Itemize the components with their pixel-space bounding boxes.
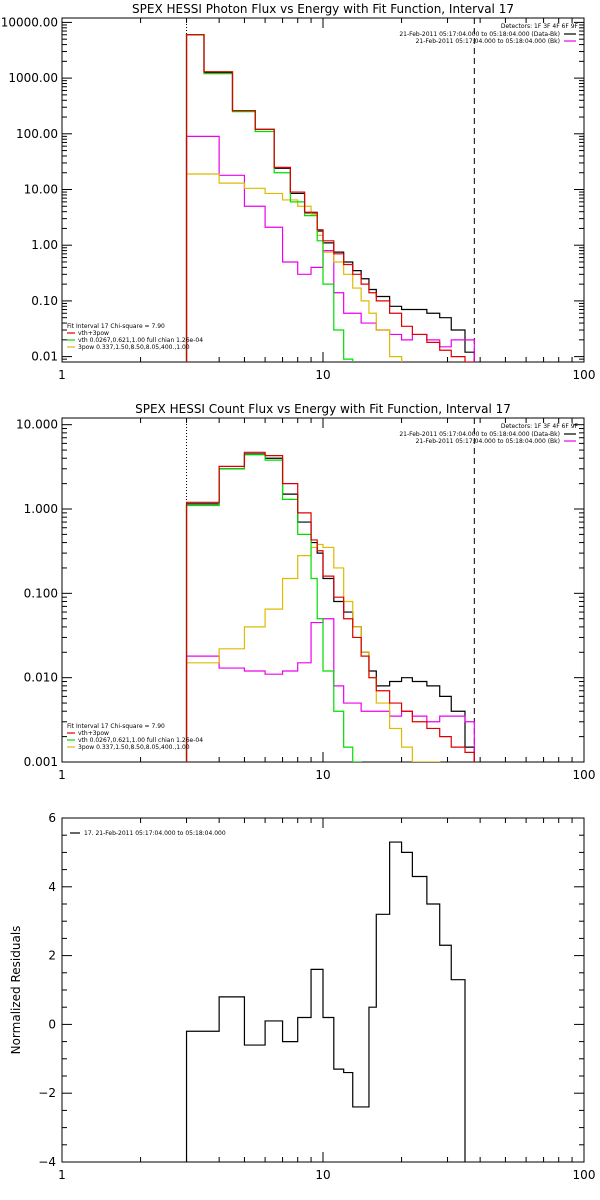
y-tick-label: 1.00	[31, 238, 58, 252]
residuals-panel: 1 10 100 6 4 2 0 −2 −4 Normalized Residuals 17. 21…	[9, 811, 595, 1182]
photon-flux-panel: SPEX HESSI Photon Flux vs Energy with Fi…	[1, 2, 596, 382]
x-tick-label: 10	[315, 1168, 330, 1182]
x-tick-label: 100	[573, 368, 596, 382]
series-vth_3pow	[185, 451, 475, 762]
y-tick-label: 0.010	[24, 671, 58, 685]
legend-left-entry: vth+3pow	[78, 730, 109, 737]
legend-right-entry: 21-Feb-2011 05:17:04.000 to 05:18:04.000…	[399, 31, 560, 38]
y-tick-label: 0.01	[31, 350, 58, 364]
series-total	[185, 453, 475, 762]
x-tick-label: 1	[58, 1168, 66, 1182]
y-tick-label: 10.000	[16, 418, 58, 432]
legend-right-entry: 21-Feb-2011 05:17:04.000 to 05:18:04.000…	[399, 431, 560, 438]
series-vth_3pow	[185, 34, 475, 362]
y-tick-label: 10000.00	[1, 15, 58, 29]
plot-frame	[61, 17, 585, 363]
series-total	[185, 34, 475, 362]
series-bk	[185, 618, 475, 762]
legend-left-entry: Fit Interval 17 Chi-square = 7.90	[67, 723, 165, 730]
y-tick-label: 1.000	[24, 502, 58, 516]
x-tick-label: 100	[573, 1168, 596, 1182]
x-tick-label: 100	[573, 768, 596, 782]
x-tick-label: 10	[315, 368, 330, 382]
y-tick-label: 2	[48, 949, 56, 963]
legend-left-entry: vth 0.0267,0.621,1.00 full chian 1.26e-0…	[78, 737, 203, 744]
series-vth	[185, 34, 354, 362]
y-tick-label: 0.10	[31, 294, 58, 308]
chart-title: SPEX HESSI Photon Flux vs Energy with Fi…	[132, 2, 514, 16]
detectors-label: Detectors: 1F 3F 4F 6F 9F	[501, 23, 579, 30]
y-tick-label: 4	[48, 880, 56, 894]
y-tick-label: 1000.00	[8, 71, 58, 85]
legend-left-entry: 3pow 0.337,1.50,8.50,8.05,400.,1.00	[78, 344, 190, 351]
x-tick-label: 10	[315, 768, 330, 782]
y-tick-label: 0	[48, 1017, 56, 1031]
y-tick-label: 0.100	[24, 586, 58, 600]
y-tick-label: −2	[38, 1086, 56, 1100]
count-flux-panel: SPEX HESSI Count Flux vs Energy with Fit…	[16, 402, 595, 782]
series-vth	[185, 454, 362, 762]
series-3pow	[185, 173, 403, 362]
x-tick-label: 1	[58, 368, 66, 382]
y-tick-label: 100.00	[16, 127, 58, 141]
y-axis-label: Normalized Residuals	[9, 926, 23, 1055]
legend-left-entry: 17. 21-Feb-2011 05:17:04.000 to 05:18:04…	[84, 830, 226, 837]
x-tick-label: 1	[58, 768, 66, 782]
y-tick-label: 0.001	[24, 755, 58, 769]
detectors-label: Detectors: 1F 3F 4F 6F 9F	[501, 423, 579, 430]
legend-left-entry: vth+3pow	[78, 330, 109, 337]
legend-right-entry: 21-Feb-2011 05:17:04.000 to 05:18:04.000…	[416, 438, 560, 445]
series-3pow	[185, 543, 441, 762]
plot-frame	[61, 417, 585, 763]
y-tick-label: 10.00	[24, 183, 58, 197]
series-total	[185, 841, 466, 1162]
legend-left-entry: vth 0.0267,0.621,1.00 full chian 1.26e-0…	[78, 337, 203, 344]
legend-left-entry: 3pow 0.337,1.50,8.50,8.05,400.,1.00	[78, 744, 190, 751]
legend-right-entry: 21-Feb-2011 05:17:04.000 to 05:18:04.000…	[416, 38, 560, 45]
legend-left-entry: Fit Interval 17 Chi-square = 7.90	[67, 323, 165, 330]
chart-title: SPEX HESSI Count Flux vs Energy with Fit…	[135, 402, 511, 416]
y-tick-label: 6	[48, 811, 56, 825]
y-tick-label: −4	[38, 1155, 56, 1169]
